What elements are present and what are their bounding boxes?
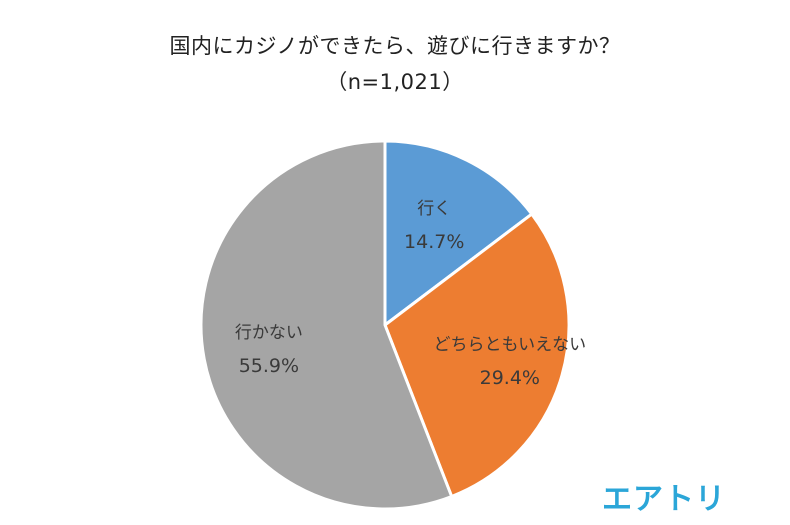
pie-slices: [199, 139, 571, 511]
brand-logo: エアトリ: [602, 482, 726, 517]
slice-value-1: 14.7%: [404, 231, 464, 253]
chart-subtitle: （n=1,021）: [326, 70, 464, 94]
pie-labels: 行く 14.7% どちらともいえない 29.4% 行かない 55.9%: [235, 199, 586, 389]
slice-value-3: 55.9%: [239, 355, 299, 377]
slice-label-3: 行かない: [235, 323, 303, 343]
pie-slice-2: [383, 212, 571, 498]
chart-title: 国内にカジノができたら、遊びに行きますか？: [169, 34, 621, 58]
slice-label-2: どちらともいえない: [433, 335, 586, 355]
pie-slice-1: [383, 139, 534, 327]
pie-slice-3: [199, 139, 454, 511]
slice-label-1: 行く: [417, 199, 451, 219]
slice-value-2: 29.4%: [480, 367, 540, 389]
